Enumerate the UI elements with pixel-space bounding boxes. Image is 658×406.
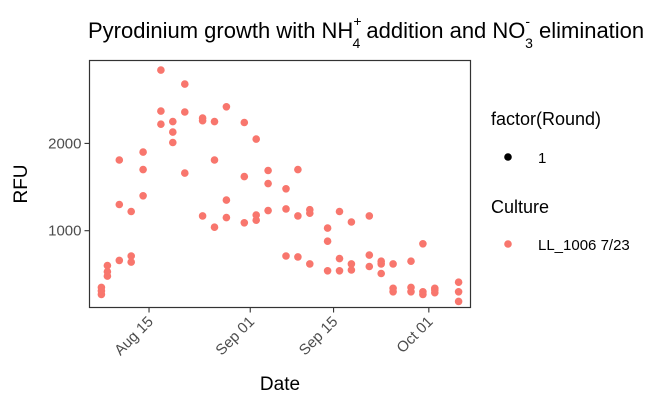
title-no-sub: 3 — [525, 35, 533, 51]
data-point — [127, 258, 135, 266]
data-point — [323, 237, 332, 245]
legend-round-title: factor(Round) — [491, 109, 601, 129]
data-point — [335, 267, 344, 275]
data-point — [335, 254, 344, 263]
data-point — [181, 169, 189, 177]
data-point — [252, 211, 260, 219]
data-point — [139, 148, 147, 156]
legend-culture-title: Culture — [491, 197, 549, 217]
x-tick-label: Sep 15 — [296, 313, 342, 359]
y-axis: 1000 2000 — [48, 135, 90, 240]
y-tick-label: 2000 — [48, 135, 81, 152]
data-point — [169, 117, 177, 126]
plot-panel — [88, 59, 472, 309]
data-point — [210, 117, 219, 126]
data-point — [419, 288, 427, 296]
data-point — [115, 200, 124, 209]
title-nh-sub: 4 — [353, 35, 361, 51]
data-point — [115, 256, 124, 265]
data-point — [454, 278, 463, 287]
legend-culture-key — [504, 240, 512, 248]
data-point — [365, 212, 374, 220]
data-point — [210, 156, 219, 164]
x-tick-label: Aug 15 — [111, 313, 157, 359]
data-point — [181, 80, 189, 88]
y-axis-title: RFU — [11, 164, 32, 203]
data-point — [282, 205, 290, 213]
data-point — [377, 257, 386, 266]
data-point — [115, 156, 124, 164]
data-point — [294, 165, 302, 174]
title-suffix: elimination — [533, 18, 644, 43]
data-point — [139, 165, 147, 174]
legend-round-label: 1 — [538, 150, 546, 167]
data-point — [419, 240, 427, 248]
data-point — [389, 260, 397, 268]
legend: factor(Round) 1 Culture LL_1006 7/23 — [491, 109, 630, 254]
data-point — [377, 269, 386, 278]
data-point — [294, 212, 302, 220]
data-point — [282, 252, 290, 260]
data-point — [210, 223, 219, 231]
data-point — [157, 107, 165, 115]
data-point — [323, 267, 332, 275]
x-axis-title: Date — [260, 374, 300, 395]
data-point — [252, 216, 260, 224]
data-point — [169, 128, 177, 136]
data-point — [431, 284, 439, 293]
data-point — [103, 261, 112, 270]
data-point — [407, 257, 415, 266]
data-point — [306, 205, 314, 214]
data-point — [454, 288, 463, 296]
data-point — [222, 103, 231, 111]
data-point — [169, 138, 177, 147]
data-point — [347, 260, 356, 268]
data-point — [264, 206, 272, 215]
data-point — [335, 207, 344, 216]
data-point — [127, 207, 135, 216]
data-point — [407, 283, 415, 292]
data-point — [127, 252, 135, 260]
data-points — [97, 66, 463, 306]
data-point — [97, 283, 106, 292]
data-point — [306, 260, 314, 268]
data-point — [240, 219, 249, 227]
data-point — [454, 297, 463, 306]
chart-title: Pyrodinium growth with NH+ 4 addition and… — [88, 13, 644, 51]
data-point — [198, 114, 207, 122]
title-prefix: Pyrodinium growth with NH — [88, 18, 353, 43]
x-tick-label: Sep 01 — [212, 313, 258, 359]
legend-culture-label: LL_1006 7/23 — [538, 237, 630, 254]
data-point — [222, 213, 231, 222]
data-point — [240, 118, 249, 127]
data-point — [347, 266, 356, 274]
data-point — [264, 179, 272, 188]
data-point — [222, 196, 231, 204]
data-point — [252, 135, 260, 143]
title-nh-sup: + — [353, 13, 361, 29]
data-point — [264, 166, 272, 175]
data-point — [181, 108, 189, 116]
data-point — [294, 253, 302, 261]
data-point — [157, 120, 165, 128]
title-no-sup: - — [525, 13, 530, 29]
x-axis: Aug 15 Sep 01 Sep 15 Oct 01 — [111, 307, 437, 359]
data-point — [365, 262, 374, 271]
data-point — [323, 224, 332, 232]
y-tick-label: 1000 — [48, 223, 81, 240]
data-point — [347, 218, 356, 226]
data-point — [103, 267, 112, 276]
title-middle: addition and NO — [360, 18, 525, 43]
data-point — [365, 251, 374, 259]
data-point — [198, 212, 207, 220]
x-tick-label: Oct 01 — [393, 313, 436, 356]
data-point — [157, 66, 165, 74]
data-point — [240, 172, 249, 181]
data-point — [282, 185, 290, 193]
data-point — [389, 284, 397, 293]
data-point — [139, 192, 147, 200]
legend-round-key — [504, 153, 512, 161]
